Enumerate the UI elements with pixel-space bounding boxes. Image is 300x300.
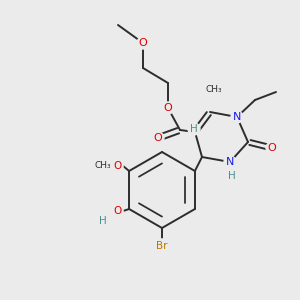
Circle shape [97,215,109,227]
Text: H: H [99,216,107,226]
Text: N: N [226,157,234,167]
Circle shape [111,160,123,172]
Circle shape [137,37,149,49]
Text: H: H [228,171,236,181]
Text: O: O [113,161,121,171]
Text: Br: Br [156,241,168,251]
Circle shape [231,111,243,123]
Circle shape [203,80,224,100]
Circle shape [224,156,236,168]
Circle shape [266,142,278,154]
Circle shape [226,170,238,182]
Text: O: O [154,133,162,143]
Circle shape [111,205,123,217]
Text: O: O [268,143,276,153]
Text: H: H [190,124,198,134]
Text: CH₃: CH₃ [206,85,222,94]
Text: O: O [113,206,121,216]
Text: N: N [233,112,241,122]
Circle shape [152,132,164,144]
Circle shape [93,156,113,176]
Circle shape [162,102,174,114]
Text: CH₃: CH₃ [95,161,111,170]
Text: O: O [139,38,147,48]
Circle shape [188,123,200,135]
Text: O: O [164,103,172,113]
Circle shape [155,239,169,253]
